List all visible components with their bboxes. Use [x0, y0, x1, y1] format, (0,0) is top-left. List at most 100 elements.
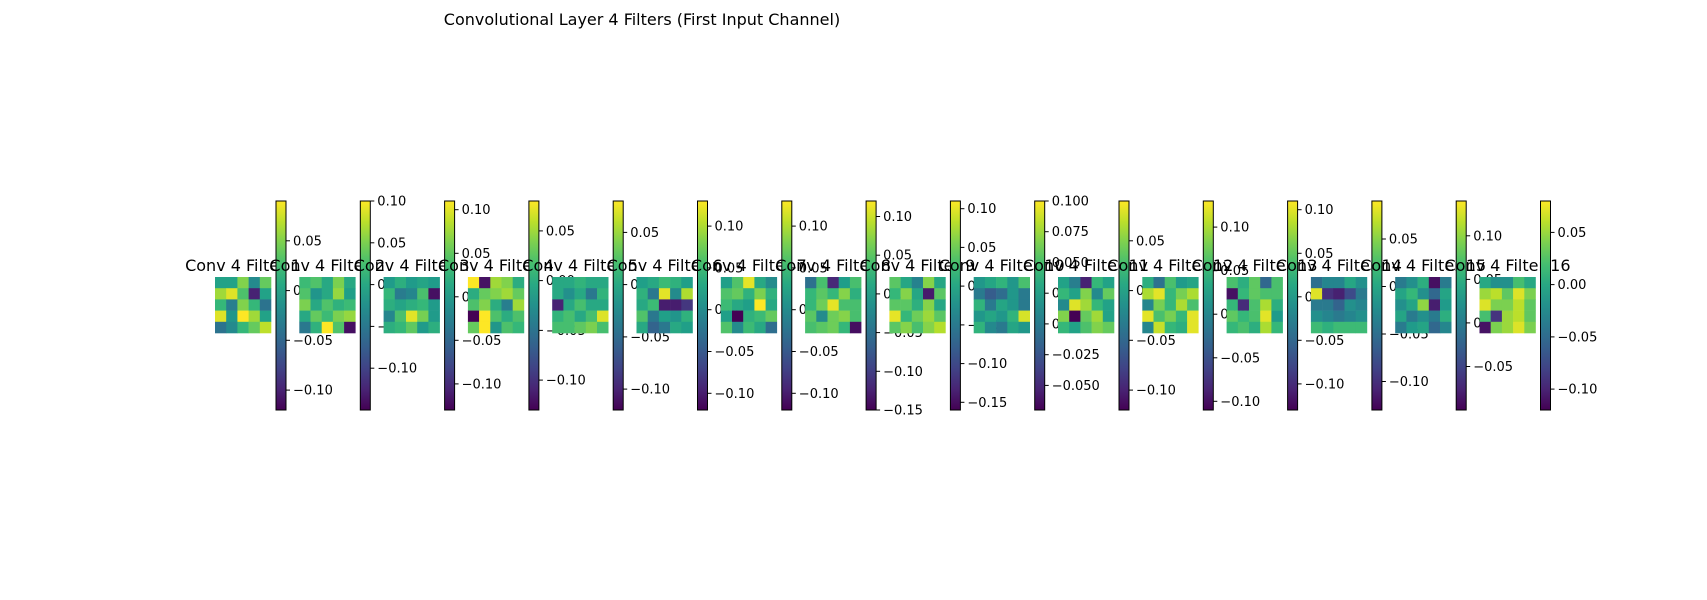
colorbar-frame [697, 200, 708, 411]
heatmap-cell [658, 277, 671, 289]
heatmap-cell [428, 299, 440, 311]
colorbar-tick-label: 0.10 [462, 203, 491, 218]
heatmap-cell [1344, 288, 1356, 300]
heatmap-cell [900, 288, 913, 300]
colorbar-tick-label: −0.05 [715, 345, 755, 360]
heatmap-cell [1153, 321, 1165, 334]
heatmap-cell [1344, 310, 1356, 323]
heatmap-cell [732, 299, 744, 311]
heatmap-cell [1417, 277, 1430, 289]
colorbar-frame [1034, 200, 1046, 411]
colorbar-tick-label: −0.05 [799, 345, 839, 360]
heatmap-cell [636, 321, 648, 334]
colorbar-tick-label: 0.05 [1389, 233, 1418, 248]
heatmap-cell [681, 321, 693, 334]
heatmap-cell [574, 310, 587, 323]
heatmap-cell [1226, 299, 1239, 311]
heatmap-cell [1428, 299, 1441, 311]
heatmap-cell [681, 288, 693, 300]
heatmap-cell [670, 299, 682, 311]
heatmap-cell [428, 288, 440, 300]
heatmap-cell [1322, 288, 1334, 300]
heatmap-cell [1501, 299, 1514, 311]
heatmap-cell [321, 310, 334, 323]
heatmap-cell [467, 321, 480, 334]
heatmap-cell [816, 288, 828, 300]
heatmap-cell [720, 310, 733, 323]
heatmap-cell [973, 310, 986, 323]
heatmap-cell [1524, 299, 1536, 311]
heatmap-cell [658, 288, 671, 300]
heatmap-cell [1142, 321, 1154, 334]
panel-title: Conv 4 Filter 6 [607, 256, 723, 275]
colorbar-frame [1540, 200, 1551, 411]
colorbar-tick-label: 0.05 [630, 226, 659, 241]
heatmap-cell [490, 321, 502, 334]
heatmap-cell [563, 277, 575, 289]
heatmap-cell [658, 299, 671, 311]
heatmap-cell [1513, 310, 1525, 323]
heatmap-cell [647, 299, 660, 311]
heatmap-cell [732, 321, 744, 334]
heatmap-cell [1344, 277, 1356, 289]
colorbar [1287, 201, 1298, 410]
heatmap-cell [1007, 310, 1019, 323]
heatmap-cell [1490, 288, 1503, 300]
heatmap-cell [636, 299, 648, 311]
heatmap-cell [805, 310, 817, 323]
colorbar-frame [1287, 200, 1299, 411]
colorbar-tick-label: 0.10 [715, 220, 744, 235]
colorbar-tick-label: −0.05 [1220, 351, 1260, 366]
heatmap-cell [1333, 277, 1345, 289]
colorbar-tick-label: 0.10 [1473, 229, 1502, 244]
heatmap-cell [805, 321, 817, 334]
colorbar [360, 201, 371, 410]
heatmap-cell [1344, 321, 1356, 334]
heatmap-cell [1513, 299, 1525, 311]
heatmap-cell [512, 299, 525, 311]
heatmap-cell [900, 277, 913, 289]
heatmap-cell [299, 310, 311, 323]
heatmap-cell [1513, 321, 1525, 334]
heatmap-cell [226, 288, 238, 300]
colorbar [1371, 201, 1382, 410]
colorbar-tick-label: −0.10 [630, 383, 670, 398]
heatmap-cell [827, 288, 839, 300]
heatmap-cell [1479, 321, 1491, 334]
heatmap-cell [310, 310, 322, 323]
heatmap-cell [816, 299, 828, 311]
heatmap-cell [215, 321, 227, 334]
heatmap-cell [259, 321, 272, 334]
heatmap-cell [1417, 299, 1430, 311]
colorbar [1203, 201, 1214, 410]
heatmap-cell [1018, 310, 1030, 323]
colorbar-tick-label: −0.10 [1136, 384, 1176, 399]
heatmap-cell [479, 321, 491, 334]
heatmap-cell [754, 321, 766, 334]
heatmap-cell [670, 321, 682, 334]
heatmap-cell [1355, 277, 1368, 289]
colorbar-frame [1202, 200, 1214, 411]
heatmap-cell [1153, 277, 1165, 289]
heatmap-cell [1355, 299, 1368, 311]
heatmap-cell [838, 277, 851, 289]
heatmap-cell [332, 288, 345, 300]
heatmap-cell [1175, 321, 1188, 334]
colorbar-tick-label: −0.10 [967, 357, 1007, 372]
heatmap-cell [1249, 310, 1261, 323]
panel-title: Conv 4 Filter 10 [939, 256, 1065, 275]
heatmap-cell [552, 299, 564, 311]
heatmap-cell [406, 299, 418, 311]
heatmap-cell [900, 299, 913, 311]
heatmap-cell [1490, 310, 1503, 323]
heatmap-cell [215, 310, 227, 323]
colorbar-tick-label: 0.05 [462, 247, 491, 262]
colorbar-frame [1455, 200, 1467, 411]
heatmap-cell [479, 299, 491, 311]
heatmap-cell [1479, 288, 1491, 300]
colorbar-tick-label: 0.10 [1305, 203, 1334, 218]
heatmap-cell [732, 288, 744, 300]
heatmap-cell [889, 288, 901, 300]
heatmap-cell [344, 277, 356, 289]
heatmap-cell [973, 299, 986, 311]
